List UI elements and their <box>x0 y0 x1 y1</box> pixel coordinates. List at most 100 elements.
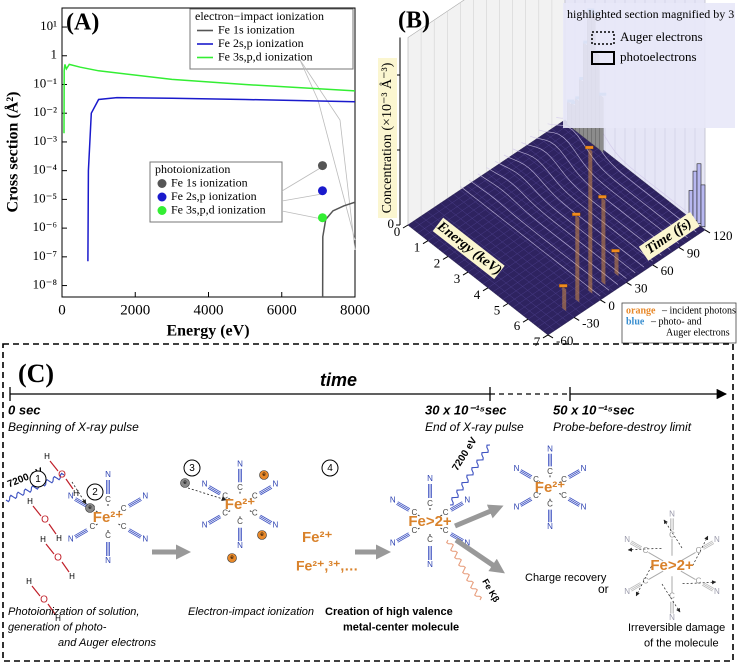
carbon: C <box>222 492 228 501</box>
triple-bond <box>451 503 464 512</box>
bond <box>648 570 664 581</box>
y-tick <box>626 281 632 286</box>
carbon: C <box>412 526 418 535</box>
color-legend-text: – photo- and <box>650 316 702 327</box>
legend-label: Fe 2s,p ionization <box>171 189 257 203</box>
bond <box>538 481 541 484</box>
fe-ion: Fe>2+ <box>408 513 452 530</box>
surface-ridge <box>468 179 610 291</box>
triple-bond <box>259 486 272 494</box>
color-legend-text: Auger electrons <box>666 327 730 338</box>
nitrogen: N <box>514 502 520 511</box>
carbon: C <box>412 508 418 517</box>
panel-b: 0510Concentration (×10⁻³ Å⁻³)01234567Ene… <box>378 0 737 349</box>
bond <box>417 514 420 517</box>
triple-bond <box>703 543 715 550</box>
step-circle <box>29 470 47 488</box>
outcome-label: Charge recovery <box>525 572 607 584</box>
triple-bond <box>449 501 463 510</box>
oh-bond <box>45 543 55 555</box>
triple-bond <box>259 516 272 524</box>
carbon: C <box>105 531 111 540</box>
x-tick-label: 4 <box>474 287 481 302</box>
nitrogen: N <box>202 480 208 489</box>
floor-grid <box>414 220 555 331</box>
caption: Irreversible damage <box>628 622 725 634</box>
bond <box>95 510 98 513</box>
bar-cap <box>598 195 607 199</box>
carbon: C <box>252 509 258 518</box>
floor-grid <box>486 172 627 283</box>
nitrogen: N <box>272 521 278 530</box>
floor-grid <box>551 128 693 239</box>
hydrogen: H <box>69 572 75 581</box>
triple-bond <box>701 540 713 548</box>
step-number: 4 <box>327 463 333 474</box>
floor-grid <box>525 146 666 257</box>
triple-bond <box>520 469 533 477</box>
point <box>317 161 327 171</box>
electron <box>259 470 269 480</box>
triple-bond <box>260 487 273 496</box>
ion-product: Fe²⁺ <box>302 529 333 546</box>
y-tick-label: -60 <box>556 333 573 348</box>
electron-label: e <box>230 555 234 561</box>
electron <box>257 530 267 540</box>
y-tick-label: 10⁻⁵ <box>33 190 57 205</box>
nitrogen: N <box>427 560 433 569</box>
step-circle <box>86 483 104 501</box>
triple-bond <box>631 540 643 548</box>
nitrogen: N <box>272 480 278 489</box>
triple-bond <box>74 528 87 537</box>
surface-ridge <box>521 142 662 256</box>
legend-label: Fe 3s,p,d ionization <box>171 202 266 216</box>
x-label-bg <box>432 217 505 280</box>
legend-swatch <box>157 179 167 188</box>
floor-grid <box>466 185 608 296</box>
oxygen: O <box>58 470 66 481</box>
panel-label: (C) <box>18 359 54 388</box>
bond <box>228 510 231 513</box>
surface-ridge <box>512 148 653 262</box>
inset-swatch <box>591 51 615 65</box>
triple-bond <box>74 499 87 508</box>
x-tick <box>402 224 409 229</box>
photon-column <box>614 251 619 277</box>
bar-cap <box>559 284 568 288</box>
triple-bond <box>451 532 464 541</box>
motion-arrow <box>635 566 652 597</box>
nitrogen: N <box>581 502 587 511</box>
triple-bond <box>568 470 580 478</box>
motion-arrow <box>682 580 717 585</box>
step-number: 1 <box>35 474 41 485</box>
triple-bond <box>567 499 580 507</box>
y-axis-label: Cross section (Å²) <box>4 92 22 213</box>
triple-bond <box>701 584 713 592</box>
step-circle <box>321 459 339 477</box>
triple-bond <box>258 517 271 525</box>
hydrogen: H <box>55 614 61 623</box>
legend-label: Fe 3s,p,d ionization <box>218 49 313 63</box>
x-tick-label: 3 <box>454 271 461 286</box>
hydrogen: H <box>73 489 79 498</box>
triple-bond <box>396 503 409 512</box>
x-tick <box>442 255 449 260</box>
electron-label: e <box>262 472 266 478</box>
time-label: time <box>320 370 357 390</box>
line-series <box>87 96 355 262</box>
plot-area <box>63 63 355 297</box>
carbon: C <box>643 546 649 555</box>
caption: Electron-impact ionization <box>188 606 314 618</box>
nitrogen: N <box>68 535 74 544</box>
y-tick-label: 1 <box>51 47 58 62</box>
triple-bond <box>396 533 410 542</box>
process-arrow <box>454 504 504 529</box>
x-tick <box>522 318 529 323</box>
nitrogen: N <box>105 470 111 479</box>
floor-grid <box>460 189 601 301</box>
hydrogen: H <box>27 497 33 506</box>
floor-grid <box>479 176 621 287</box>
triple-bond <box>450 533 464 542</box>
